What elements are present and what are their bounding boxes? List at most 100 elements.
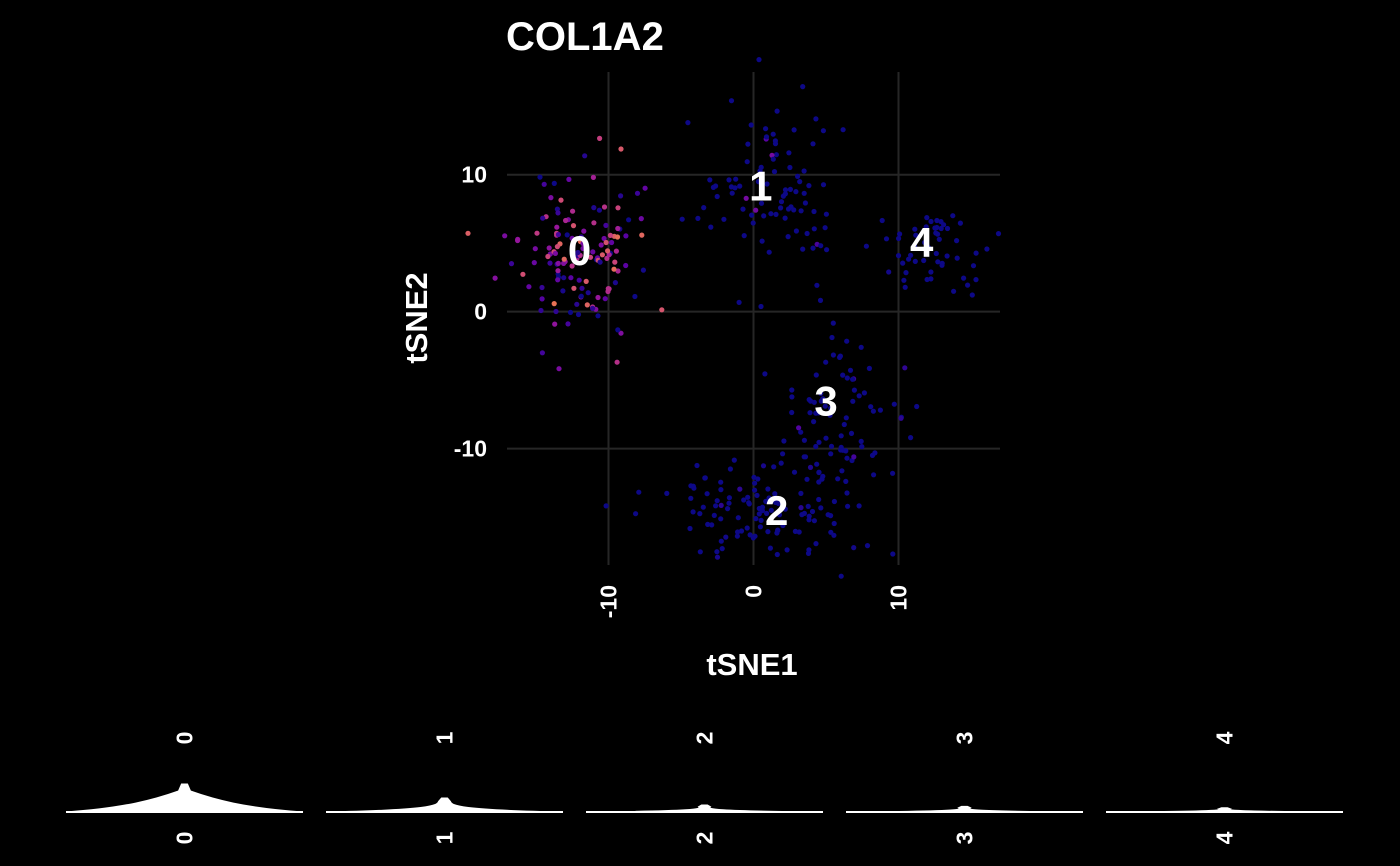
cell-point (633, 511, 639, 517)
cluster-label: 4 (910, 219, 934, 266)
cell-point (796, 529, 802, 535)
x-tick-labels: -10 0 10 (596, 585, 912, 618)
cell-point (714, 193, 720, 200)
cell-point (754, 492, 760, 498)
cell-point (752, 480, 758, 486)
cell-point (815, 410, 821, 416)
cell-point (570, 223, 577, 229)
cell-point (558, 197, 564, 203)
cell-point (810, 245, 816, 251)
gridlines (507, 72, 1000, 565)
cell-point (787, 186, 794, 192)
y-axis-title: tSNE2 (399, 272, 434, 363)
cell-point (775, 527, 781, 533)
cell-point (555, 231, 562, 238)
x-tick-label: 10 (886, 585, 912, 611)
cell-point (810, 141, 816, 147)
cell-point (822, 225, 828, 231)
cell-point (780, 451, 786, 457)
cell-point (738, 528, 745, 534)
cell-point (718, 502, 724, 508)
cell-point (695, 215, 701, 221)
violin-bottom-label: 3 (952, 832, 978, 845)
cell-point (539, 350, 546, 356)
cell-point (806, 513, 812, 519)
cell-point (615, 327, 621, 333)
cell-point (492, 275, 498, 281)
cell-point (767, 545, 774, 551)
cell-point (546, 245, 552, 251)
cell-point (605, 248, 611, 254)
cell-point (908, 435, 914, 441)
cell-point (758, 164, 764, 170)
violin-top-label: 4 (1212, 731, 1238, 744)
cell-point (599, 252, 606, 258)
cell-point (828, 443, 835, 449)
cell-point (609, 239, 615, 246)
cell-point (935, 231, 941, 237)
cell-point (816, 496, 822, 503)
x-tick-label: -10 (596, 585, 622, 618)
cell-point (575, 249, 581, 256)
cell-point (702, 475, 708, 481)
cell-point (844, 490, 850, 496)
cell-point (551, 180, 557, 186)
cell-point (704, 491, 710, 497)
cell-point (961, 275, 967, 281)
cell-point (818, 390, 824, 396)
cell-point (560, 288, 566, 294)
cell-point (778, 460, 784, 466)
cell-point (805, 503, 811, 509)
cell-point (502, 233, 508, 239)
cell-point (813, 541, 819, 547)
cell-point (798, 490, 804, 496)
cell-point (856, 393, 862, 399)
cell-point (515, 237, 521, 244)
cell-point (928, 269, 934, 275)
cell-point (954, 238, 960, 244)
cell-point (580, 245, 586, 252)
cell-point (564, 232, 570, 238)
cell-point (782, 506, 788, 512)
violin-plots: 0 0 1 1 2 2 3 3 4 4 (65, 731, 1344, 845)
cell-point (638, 216, 644, 222)
cell-point (944, 225, 951, 232)
cell-point (816, 469, 822, 476)
cell-point (818, 243, 824, 249)
cell-point (789, 409, 795, 416)
cell-point (778, 199, 785, 205)
cluster-label: 2 (765, 487, 788, 534)
cell-point (772, 491, 778, 497)
cell-point (723, 534, 729, 540)
cell-point (602, 296, 608, 302)
cell-point (576, 277, 582, 283)
cell-point (809, 508, 816, 515)
cell-point (697, 510, 703, 517)
cell-point (718, 487, 724, 493)
cell-point (714, 498, 720, 504)
cell-point (734, 533, 741, 539)
x-axis-title: tSNE1 (706, 647, 797, 682)
cell-point (850, 376, 856, 382)
cell-point (847, 367, 854, 373)
cell-point (850, 398, 856, 404)
cell-point (800, 84, 806, 90)
cell-point (714, 549, 720, 555)
cell-point (820, 128, 827, 134)
cell-point (640, 267, 647, 273)
cell-point (613, 248, 620, 254)
cell-point (776, 512, 783, 518)
cell-point (848, 430, 855, 436)
cell-point (844, 375, 850, 381)
cell-point (903, 270, 909, 276)
cell-point (539, 284, 545, 291)
cell-point (934, 217, 940, 224)
cell-point (871, 472, 877, 478)
cell-point (970, 263, 977, 269)
cell-point (540, 215, 546, 221)
cell-point (869, 452, 876, 458)
cell-point (539, 296, 545, 302)
cell-point (787, 164, 793, 171)
cell-point (914, 403, 920, 410)
cell-point (755, 476, 761, 482)
